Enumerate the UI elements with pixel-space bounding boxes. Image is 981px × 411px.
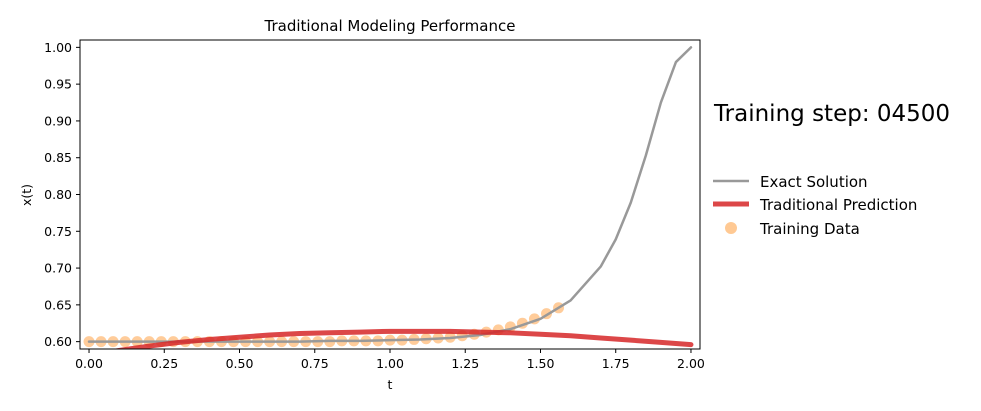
y-tick-label: 1.00 [44, 40, 72, 55]
chart-title: Traditional Modeling Performance [264, 17, 516, 35]
x-tick-label: 0.00 [75, 356, 103, 371]
x-axis: 0.00 0.25 0.50 0.75 1.00 1.25 1.50 1.75 2.00 [75, 349, 705, 371]
training-step-label: Training step: 04500 [713, 101, 950, 127]
prediction-line [112, 328, 694, 349]
y-tick-label: 0.70 [44, 261, 72, 276]
legend-label-prediction: Traditional Prediction [759, 196, 917, 214]
plot-frame [79, 39, 701, 350]
y-tick-label: 0.85 [44, 150, 72, 165]
legend-label-exact: Exact Solution [760, 173, 868, 191]
x-tick-label: 1.25 [451, 356, 479, 371]
x-tick-label: 0.75 [301, 356, 329, 371]
legend-swatch-training-data [725, 222, 737, 234]
x-tick-label: 0.50 [226, 356, 254, 371]
plot-series [83, 46, 694, 349]
x-tick-label: 1.75 [602, 356, 630, 371]
x-tick-label: 1.00 [376, 356, 404, 371]
exact-solution-line [87, 46, 693, 343]
legend-label-training-data: Training Data [759, 220, 860, 238]
x-tick-label: 2.00 [677, 356, 705, 371]
y-tick-label: 0.95 [44, 77, 72, 92]
y-tick-label: 0.65 [44, 297, 72, 312]
x-tick-label: 0.25 [150, 356, 178, 371]
y-tick-label: 0.90 [44, 113, 72, 128]
y-axis: 0.60 0.65 0.70 0.75 0.80 0.85 0.90 0.95 1.00 [44, 40, 80, 349]
legend: Exact Solution Traditional Prediction Tr… [713, 173, 917, 238]
x-tick-label: 1.50 [527, 356, 555, 371]
y-tick-label: 0.75 [44, 224, 72, 239]
y-tick-label: 0.60 [44, 334, 72, 349]
y-axis-title: x(t) [19, 184, 34, 206]
x-axis-title: t [388, 377, 393, 392]
y-tick-label: 0.80 [44, 187, 72, 202]
